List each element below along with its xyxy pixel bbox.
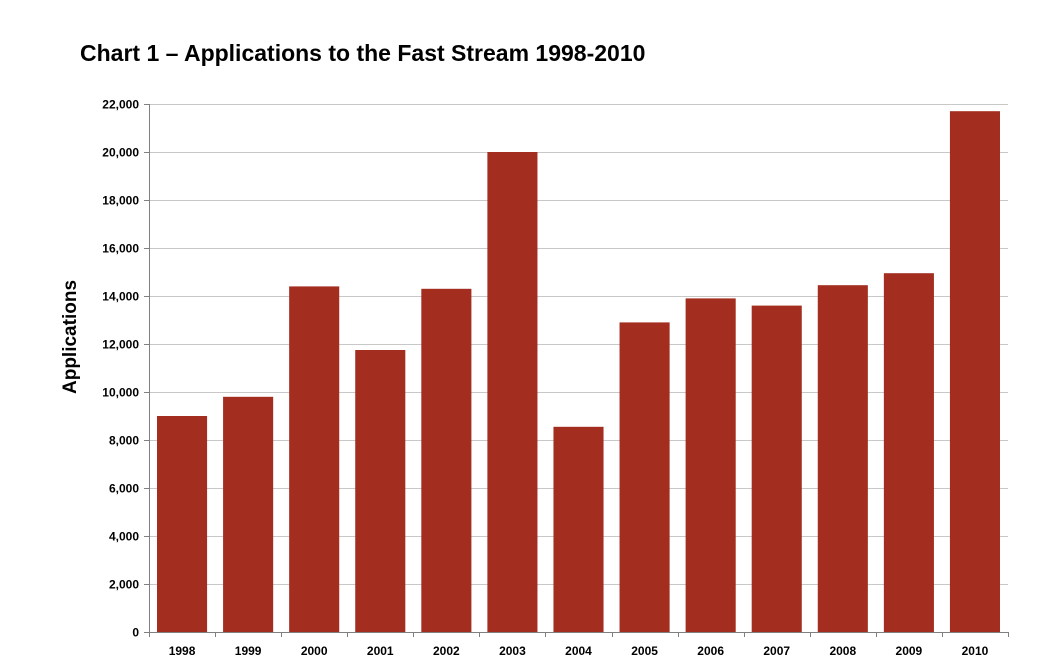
bar-2008 — [817, 285, 868, 632]
bar-1999 — [223, 396, 274, 632]
bars — [157, 111, 1000, 632]
x-tick-label-2008: 2008 — [829, 644, 856, 658]
y-axis-label: Applications — [60, 280, 81, 394]
x-tick-label-2001: 2001 — [367, 644, 394, 658]
bar-2009 — [883, 273, 934, 632]
x-tick-label-2006: 2006 — [697, 644, 724, 658]
x-tick-label-2009: 2009 — [896, 644, 923, 658]
x-tick-label-1999: 1999 — [235, 644, 262, 658]
y-tick-label: 0 — [132, 626, 139, 640]
bar-2003 — [487, 152, 538, 632]
x-tick-label-2000: 2000 — [301, 644, 328, 658]
bar-2001 — [355, 350, 406, 632]
y-tick-label: 18,000 — [102, 194, 139, 208]
x-tick-label-2003: 2003 — [499, 644, 526, 658]
x-tick-label-2002: 2002 — [433, 644, 460, 658]
bar-1998 — [157, 416, 208, 632]
bar-2007 — [751, 305, 802, 632]
bar-2010 — [949, 111, 1000, 632]
y-tick-label: 2,000 — [109, 578, 139, 592]
y-tick-label: 8,000 — [109, 434, 139, 448]
x-tick-label-2007: 2007 — [763, 644, 790, 658]
bar-2000 — [289, 286, 340, 632]
x-tick-labels: 1998 1999 2000 2001 2002 2003 2004 2005 2006 2007… — [169, 644, 989, 658]
bar-2005 — [619, 322, 670, 632]
y-tick-label: 4,000 — [109, 530, 139, 544]
x-tick-label-1998: 1998 — [169, 644, 196, 658]
bar-2006 — [685, 298, 736, 632]
y-tick-label: 12,000 — [102, 338, 139, 352]
y-tick-label: 6,000 — [109, 482, 139, 496]
chart-title: Chart 1 – Applications to the Fast Strea… — [80, 40, 646, 66]
x-tick-label-2005: 2005 — [631, 644, 658, 658]
x-tick-label-2004: 2004 — [565, 644, 592, 658]
y-tick-label: 14,000 — [102, 290, 139, 304]
y-tick-label: 10,000 — [102, 386, 139, 400]
x-tick-label-2010: 2010 — [962, 644, 989, 658]
y-tick-label: 20,000 — [102, 146, 139, 160]
y-tick-label: 22,000 — [102, 98, 139, 112]
y-tick-label: 16,000 — [102, 242, 139, 256]
bar-2002 — [421, 288, 472, 632]
y-tick-labels: 0 2,000 4,000 6,000 8,000 10,000 12,000 14,000 1… — [102, 98, 139, 640]
bar-2004 — [553, 426, 604, 632]
axes — [144, 104, 1009, 637]
